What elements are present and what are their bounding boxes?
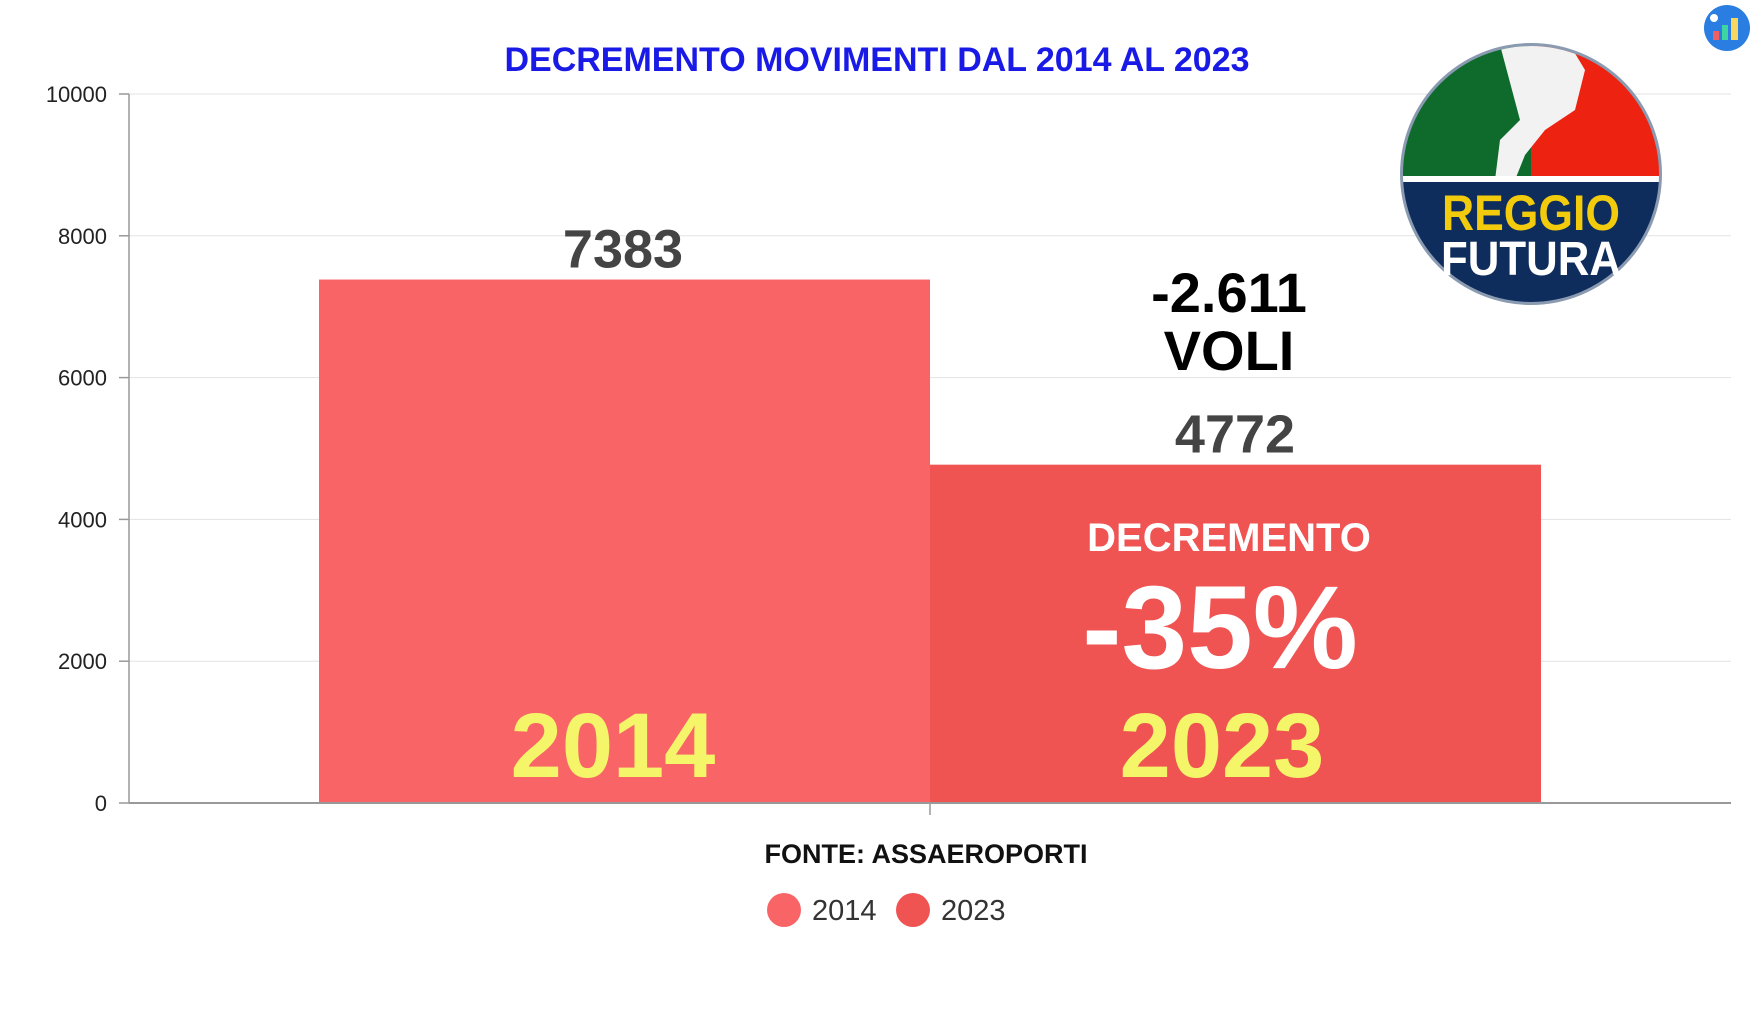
- y-tick-label: 4000: [58, 507, 107, 532]
- legend-swatch-2023: [896, 893, 930, 927]
- legend: 2014 2023: [767, 893, 1006, 927]
- icon-bar: [1731, 18, 1738, 40]
- legend-item-2023[interactable]: 2023: [896, 893, 1006, 927]
- logo-text-top: REGGIO: [1442, 185, 1620, 241]
- y-tick-label: 8000: [58, 224, 107, 249]
- data-label-2023: 4772: [1175, 405, 1295, 465]
- legend-label-2014: 2014: [812, 895, 877, 927]
- chart-title: DECREMENTO MOVIMENTI DAL 2014 AL 2023: [504, 41, 1249, 79]
- difference-unit-label: VOLI: [1164, 319, 1295, 382]
- bars: 7383 4772: [319, 220, 1541, 803]
- icon-bar: [1713, 31, 1719, 40]
- icon-bar: [1722, 25, 1728, 40]
- data-label-2014: 7383: [563, 220, 683, 280]
- logo-text-bottom: FUTURA: [1441, 233, 1621, 286]
- chart-app-icon[interactable]: [1704, 5, 1750, 51]
- decrease-percent-label: -35%: [1082, 562, 1357, 694]
- bar-year-label-2014: 2014: [511, 695, 716, 797]
- legend-label-2023: 2023: [941, 895, 1006, 927]
- decrease-label: DECREMENTO: [1087, 516, 1371, 560]
- bar-2014: [319, 279, 930, 803]
- difference-label: -2.611: [1151, 261, 1307, 324]
- y-tick-label: 2000: [58, 649, 107, 674]
- reggio-futura-logo: REGGIO FUTURA: [1400, 43, 1662, 305]
- bar-2023: [930, 464, 1541, 803]
- y-tick-label: 10000: [46, 82, 107, 107]
- annotations: -2.611 VOLI DECREMENTO -35% 2014 2023: [511, 261, 1371, 797]
- legend-swatch-2014: [767, 893, 801, 927]
- axes: 0 2000 4000 6000 8000 10000: [46, 82, 1731, 816]
- y-tick-label: 0: [95, 791, 107, 816]
- bar-year-label-2023: 2023: [1120, 695, 1325, 797]
- legend-item-2014[interactable]: 2014: [767, 893, 877, 927]
- source-label: FONTE: ASSAEROPORTI: [764, 839, 1087, 869]
- y-tick-label: 6000: [58, 366, 107, 391]
